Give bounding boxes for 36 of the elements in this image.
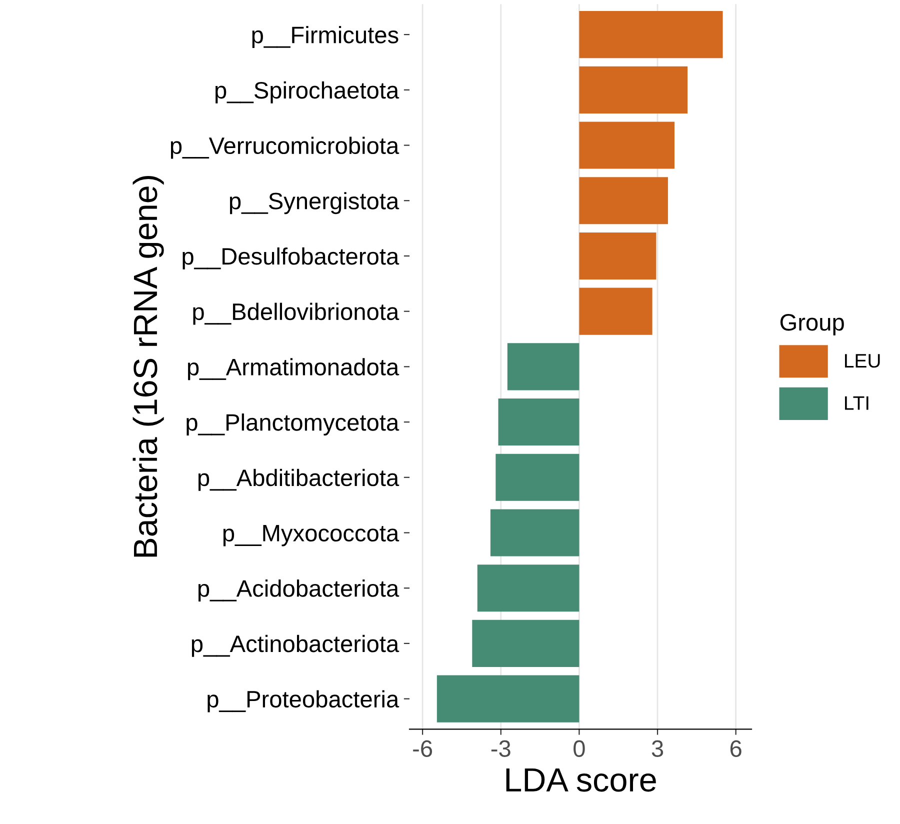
bar — [436, 675, 580, 722]
bar — [579, 177, 668, 224]
y-tick-label: p__Acidobacteriota — [198, 580, 400, 602]
y-tick-label: p__Firmicutes — [252, 26, 398, 48]
bar — [490, 509, 580, 556]
bar — [472, 620, 580, 667]
y-axis-title: Bacteria (16S rRNA gene) — [132, 176, 164, 557]
y-tick-label: p__Armatimonadota — [188, 358, 400, 380]
legend-label: LEU — [845, 354, 880, 368]
y-tick-label: p__Desulfobacterota — [182, 247, 400, 270]
bar — [496, 454, 580, 501]
x-tick-label: -3 — [491, 740, 510, 757]
y-tick-label: p__Spirochaetota — [216, 81, 400, 104]
legend-title: Group — [780, 314, 844, 336]
legend-label: LTI — [845, 396, 868, 410]
y-tick-label: p__Proteobacteria — [208, 690, 400, 712]
bar — [579, 288, 652, 335]
x-tick-label: -6 — [413, 740, 432, 757]
bar — [507, 343, 580, 390]
x-tick-label: 0 — [574, 740, 585, 757]
bar — [579, 232, 656, 280]
y-tick-label: p__Bdellovibrionota — [193, 302, 400, 325]
bar — [579, 122, 674, 169]
bar — [579, 66, 688, 114]
y-tick-label: p__Actinobacteriota — [192, 634, 400, 657]
x-axis-title: LDA score — [506, 768, 656, 792]
bar — [498, 398, 580, 446]
bar — [579, 11, 723, 58]
y-tick-label: p__Myxococcota — [223, 525, 400, 546]
bar — [477, 564, 580, 612]
y-tick-label: p__Abditibacteriota — [198, 468, 400, 491]
y-tick-label: p__Verrucomicrobiota — [170, 136, 400, 159]
y-tick-label: p__Planctomycetota — [186, 413, 400, 436]
y-tick-label: p__Synergistota — [230, 192, 400, 214]
x-tick-label: 6 — [730, 740, 742, 757]
x-tick-label: 3 — [652, 740, 664, 757]
